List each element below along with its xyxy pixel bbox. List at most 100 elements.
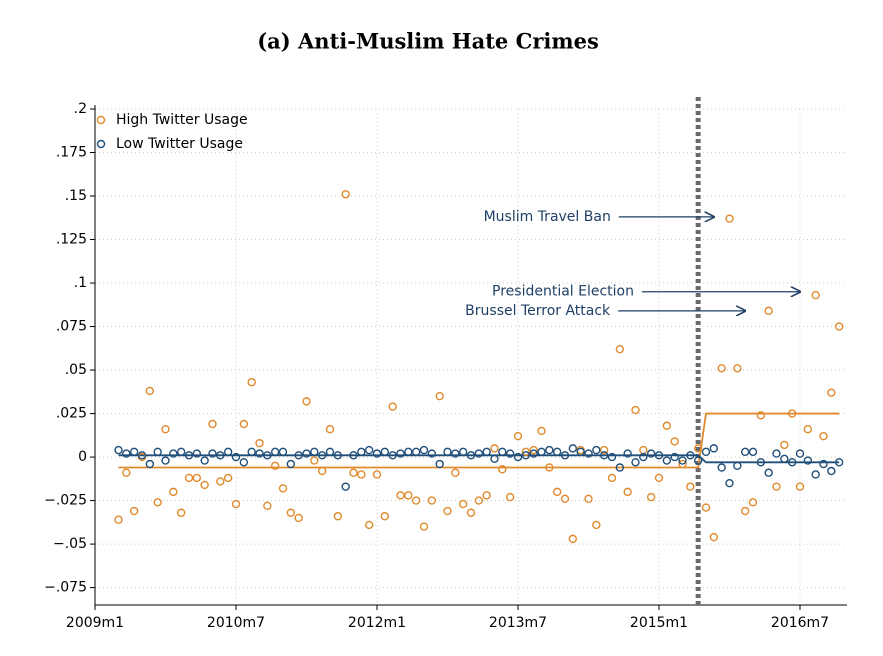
point: [740, 447, 750, 457]
point: [231, 499, 241, 509]
point: [223, 447, 233, 457]
point: [568, 444, 578, 453]
x-tick-label: 2015m1: [630, 615, 688, 631]
y-tick-label: .125: [56, 232, 87, 248]
point: [286, 508, 296, 517]
point: [404, 447, 413, 457]
point: [717, 364, 726, 373]
x-tick-label: 2013m7: [489, 615, 547, 631]
point: [560, 494, 570, 504]
point: [631, 405, 640, 415]
point: [764, 306, 773, 316]
point: [169, 487, 178, 497]
point: [678, 456, 687, 465]
point: [145, 386, 155, 396]
point: [427, 496, 437, 505]
point: [380, 447, 390, 457]
point: [176, 447, 186, 457]
point: [482, 491, 491, 500]
point: [623, 487, 632, 497]
point: [396, 449, 405, 458]
point: [435, 459, 444, 469]
point: [270, 447, 280, 457]
point: [662, 421, 672, 430]
point: [310, 447, 319, 457]
point: [458, 447, 468, 457]
point: [584, 494, 593, 504]
point: [513, 431, 523, 441]
point: [521, 447, 531, 457]
point: [200, 456, 209, 465]
legend-marker: [96, 139, 106, 149]
y-tick-label: .2: [74, 101, 87, 117]
point: [396, 491, 405, 500]
point: [294, 513, 303, 523]
point: [537, 426, 546, 436]
point: [646, 449, 656, 458]
y-tick-label: −.025: [44, 493, 87, 509]
point: [756, 458, 766, 467]
point: [302, 397, 311, 406]
point: [122, 449, 131, 458]
point: [208, 449, 217, 458]
point: [247, 378, 256, 387]
point: [169, 449, 178, 458]
point: [474, 449, 484, 458]
point: [787, 409, 797, 418]
point: [208, 419, 217, 429]
point: [333, 512, 343, 521]
point: [803, 425, 813, 434]
point: [505, 492, 515, 502]
point: [576, 447, 585, 457]
y-tick-label: .1: [74, 275, 87, 291]
point: [357, 470, 366, 479]
point: [278, 447, 288, 457]
point: [239, 458, 249, 467]
x-tick-label: 2010m7: [207, 615, 265, 631]
point: [286, 459, 296, 469]
point: [592, 520, 601, 530]
point: [552, 487, 562, 497]
point: [545, 445, 554, 455]
legend-label: High Twitter Usage: [116, 112, 248, 128]
point: [740, 506, 750, 516]
point: [451, 449, 460, 458]
point: [505, 449, 515, 458]
point: [317, 451, 327, 460]
point: [161, 425, 170, 434]
point: [568, 534, 578, 544]
point: [364, 445, 374, 455]
point: [678, 459, 687, 469]
point: [772, 482, 781, 491]
point: [255, 449, 264, 458]
point: [701, 503, 711, 512]
point: [388, 451, 397, 460]
point: [263, 451, 272, 460]
point: [623, 449, 632, 458]
point: [725, 214, 734, 223]
point: [639, 452, 648, 462]
point: [333, 451, 343, 460]
point: [803, 456, 813, 465]
point: [748, 447, 758, 457]
point: [411, 496, 421, 505]
point: [216, 477, 225, 486]
point: [662, 456, 672, 465]
point: [693, 456, 703, 465]
point: [419, 522, 429, 531]
point: [615, 463, 625, 472]
point: [498, 465, 507, 474]
point: [780, 454, 789, 464]
y-tick-label: −.075: [44, 580, 87, 596]
point: [380, 512, 390, 521]
point: [787, 458, 797, 467]
point: [834, 322, 844, 331]
point: [270, 461, 280, 470]
point: [521, 451, 531, 460]
legend-marker: [96, 115, 106, 125]
point: [725, 478, 734, 488]
point: [756, 411, 766, 420]
point: [772, 449, 781, 458]
point: [654, 473, 664, 483]
point: [349, 468, 358, 477]
